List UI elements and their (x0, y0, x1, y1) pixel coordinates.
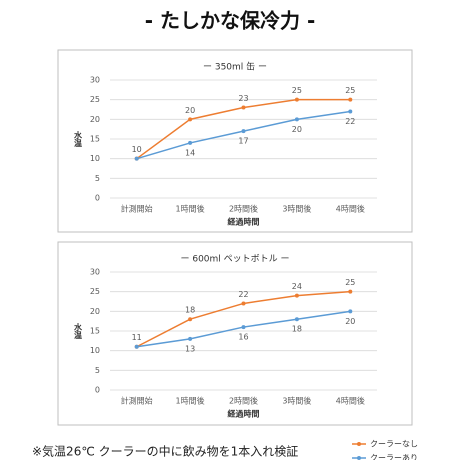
data-point (188, 317, 193, 322)
legend-marker (357, 456, 361, 460)
data-label: 18 (185, 306, 195, 315)
data-point (134, 344, 139, 349)
data-label: 10 (132, 145, 142, 154)
x-tick-label: 計測開始 (121, 204, 153, 214)
legend-label: クーラーあり (370, 454, 418, 460)
data-label: 24 (292, 282, 302, 291)
x-tick-label: 1時間後 (176, 204, 205, 214)
y-tick-label: 15 (90, 135, 100, 144)
data-label: 25 (292, 86, 302, 95)
y-axis-label: 水温 (73, 322, 83, 340)
data-point (241, 129, 246, 134)
data-point (294, 293, 299, 298)
x-tick-label: 3時間後 (282, 204, 311, 214)
note: ※気温26℃ クーラーの中に飲み物を1本入れ検証 (32, 444, 298, 459)
x-tick-label: 4時間後 (336, 396, 365, 406)
x-tick-label: 2時間後 (229, 204, 258, 214)
data-point (241, 105, 246, 110)
x-tick-label: 4時間後 (336, 204, 365, 214)
data-label: 16 (238, 333, 248, 342)
x-tick-label: 2時間後 (229, 396, 258, 406)
data-point (348, 309, 353, 314)
x-axis-label: 経過時間 (228, 217, 260, 227)
y-tick-label: 0 (95, 386, 100, 395)
chart-title: ー 350ml 缶 ー (203, 61, 267, 73)
data-label: 13 (185, 344, 195, 353)
y-tick-label: 25 (90, 287, 100, 296)
y-axis-label: 水温 (73, 130, 83, 148)
data-point (188, 140, 193, 145)
data-label: 18 (292, 325, 302, 334)
data-point (241, 301, 246, 306)
y-tick-label: 15 (90, 327, 100, 336)
data-point (294, 117, 299, 122)
y-tick-label: 5 (95, 174, 100, 183)
data-point (188, 117, 193, 122)
chart-title: ー 600ml ペットボトル ー (180, 254, 289, 265)
y-tick-label: 20 (90, 115, 100, 124)
y-tick-label: 30 (90, 268, 100, 277)
y-tick-label: 10 (90, 346, 100, 355)
y-tick-label: 10 (90, 154, 100, 163)
y-tick-label: 0 (95, 194, 100, 203)
x-tick-label: 1時間後 (176, 396, 205, 406)
data-label: 20 (292, 125, 302, 134)
data-label: 23 (238, 94, 248, 103)
data-point (188, 336, 193, 341)
y-tick-label: 25 (90, 95, 100, 104)
data-point (134, 156, 139, 161)
data-point (348, 109, 353, 114)
data-label: 14 (185, 148, 195, 157)
data-label: 25 (345, 278, 355, 287)
data-label: 22 (238, 290, 248, 299)
data-point (241, 325, 246, 330)
chart-frame (57, 241, 413, 426)
data-point (348, 97, 353, 102)
x-axis-label: 経過時間 (228, 409, 260, 419)
legend-label: クーラーなし (370, 440, 418, 449)
y-tick-label: 30 (90, 76, 100, 85)
data-point (348, 289, 353, 294)
page-title: - たしかな保冷力 - (145, 9, 316, 33)
legend-marker (357, 442, 361, 446)
data-label: 11 (132, 333, 142, 342)
y-tick-label: 5 (95, 366, 100, 375)
data-point (294, 97, 299, 102)
data-label: 20 (185, 106, 195, 115)
data-label: 17 (238, 137, 248, 146)
x-tick-label: 計測開始 (121, 396, 153, 406)
data-point (294, 317, 299, 322)
x-tick-label: 3時間後 (282, 396, 311, 406)
data-label: 22 (345, 117, 355, 126)
data-label: 25 (345, 86, 355, 95)
y-tick-label: 20 (90, 307, 100, 316)
data-label: 20 (345, 317, 355, 326)
